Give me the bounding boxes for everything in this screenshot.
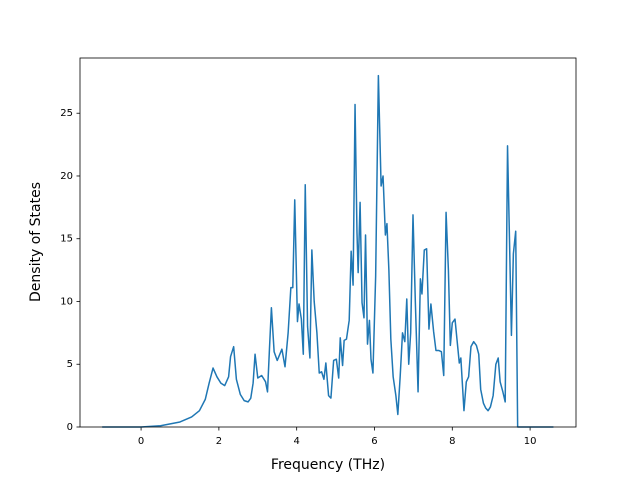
x-tick-label: 6	[371, 436, 377, 447]
y-axis-label: Density of States	[28, 182, 44, 302]
y-tick-label: 15	[60, 234, 73, 245]
x-tick-label: 10	[524, 436, 537, 447]
x-tick-label: 0	[138, 436, 144, 447]
y-tick-label: 20	[60, 171, 73, 182]
y-tick-label: 10	[60, 296, 73, 307]
plot-frame	[79, 57, 577, 428]
x-tick-label: 8	[449, 436, 455, 447]
x-tick-label: 2	[216, 436, 222, 447]
line	[102, 74, 554, 428]
x-tick-label: 4	[293, 436, 299, 447]
x-axis-label: Frequency (THz)	[271, 457, 385, 473]
y-tick-label: 25	[60, 108, 73, 119]
y-tick-label: 0	[67, 422, 73, 433]
y-tick-label: 5	[67, 359, 73, 370]
